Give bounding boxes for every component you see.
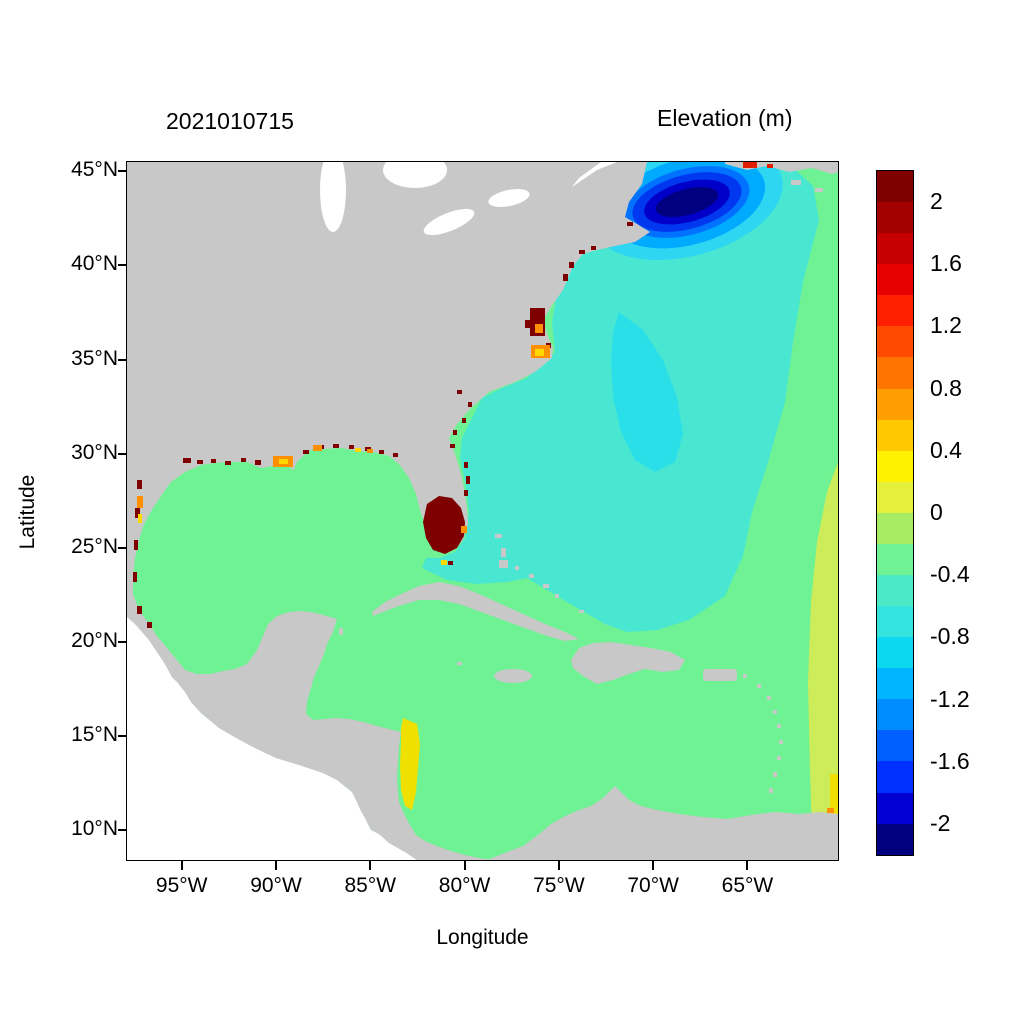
island-cuba [372, 582, 579, 641]
y-tick-mark [118, 358, 127, 361]
x-tick-label: 65°W [721, 874, 774, 897]
colorbar-segment [877, 326, 913, 358]
colorbar-segment [877, 575, 913, 607]
colorbar-segment [877, 606, 913, 638]
y-tick-mark [118, 452, 127, 455]
colorbar-segment [877, 419, 913, 451]
y-tick-label: 45°N [71, 158, 118, 182]
y-tick-label: 30°N [71, 440, 118, 464]
atlantic-deeper-cyan-blob [611, 312, 683, 472]
x-tick-label: 70°W [627, 874, 679, 897]
nicaragua-coastal-band [400, 718, 420, 810]
y-tick-mark [118, 640, 127, 643]
colorbar [876, 170, 914, 856]
x-tick-mark [463, 861, 466, 870]
x-tick-label: 90°W [250, 874, 302, 897]
colorbar-segment [877, 730, 913, 762]
pacific-no-data-region [127, 617, 417, 860]
x-tick-mark [180, 861, 183, 870]
colorbar-label: -0.8 [930, 623, 970, 650]
colorbar-label: -2 [930, 809, 951, 836]
islands-bahamas [495, 534, 584, 613]
y-tick-label: 20°N [71, 628, 118, 652]
x-tick-mark [746, 861, 749, 870]
colorbar-label: -1.2 [930, 685, 970, 712]
y-tick-mark [118, 828, 127, 831]
colorbar-segment [877, 450, 913, 482]
colorbar-segment [877, 668, 913, 700]
colorbar-segment [877, 512, 913, 544]
map-plot-area [126, 161, 839, 861]
coastal-cells-yellow [138, 349, 544, 565]
x-tick-label: 95°W [155, 874, 208, 897]
colorbar-label: 0.8 [930, 374, 962, 401]
colorbar-segment [877, 388, 913, 420]
y-tick-mark [118, 546, 127, 549]
colorbar-segment [877, 543, 913, 576]
y-tick-label: 25°N [71, 534, 118, 558]
colorbar-label: -1.6 [930, 747, 970, 774]
y-tick-mark [118, 264, 127, 267]
colorbar-segment [877, 295, 913, 327]
x-tick-label: 80°W [438, 874, 491, 897]
colorbar-segment [877, 481, 913, 513]
x-axis-label: Longitude [436, 926, 529, 949]
y-tick-label: 35°N [71, 346, 118, 370]
y-tick-mark [118, 170, 127, 173]
y-tick-label: 10°N [71, 816, 118, 840]
island-jamaica [494, 669, 532, 683]
x-tick-mark [557, 861, 560, 870]
x-tick-label: 75°W [533, 874, 585, 897]
colorbar-segment [877, 637, 913, 669]
colorbar-segment [877, 823, 913, 855]
land-south-america [487, 786, 838, 860]
east-edge-yellowgreen-band [808, 462, 838, 860]
bay-of-fundy-high-speck [743, 162, 773, 168]
south-florida-high-anomaly [423, 496, 465, 554]
anomaly-core [655, 186, 719, 218]
colorbar-segment [877, 792, 913, 824]
land-north-america [127, 162, 650, 860]
y-tick-mark [118, 734, 127, 737]
colorbar-label: -0.4 [930, 561, 970, 588]
y-tick-label: 15°N [71, 722, 118, 746]
colorbar-segment [877, 171, 913, 203]
colorbar-segment [877, 202, 913, 234]
great-lakes [320, 162, 617, 236]
x-tick-mark [369, 861, 372, 870]
x-tick-mark [652, 861, 655, 870]
colorbar-segment [877, 233, 913, 265]
colorbar-segment [877, 761, 913, 793]
colorbar-segment [877, 357, 913, 389]
colorbar-label: 0.4 [930, 436, 962, 463]
colorbar-label: 1.2 [930, 312, 962, 339]
colorbar-label: 0 [930, 499, 943, 525]
island-puerto-rico [703, 669, 737, 681]
y-tick-label: 40°N [71, 252, 118, 276]
colorbar-label: 2 [930, 188, 943, 215]
x-tick-label: 85°W [344, 874, 397, 897]
timestamp-title: 2021010715 [166, 108, 294, 134]
colorbar-title: Elevation (m) [657, 105, 793, 131]
islands-lesser-antilles [339, 628, 783, 793]
x-tick-mark [274, 861, 277, 870]
colorbar-label: 1.6 [930, 250, 962, 277]
colorbar-segment [877, 699, 913, 731]
island-hispaniola [571, 642, 685, 684]
colorbar-segment [877, 264, 913, 296]
